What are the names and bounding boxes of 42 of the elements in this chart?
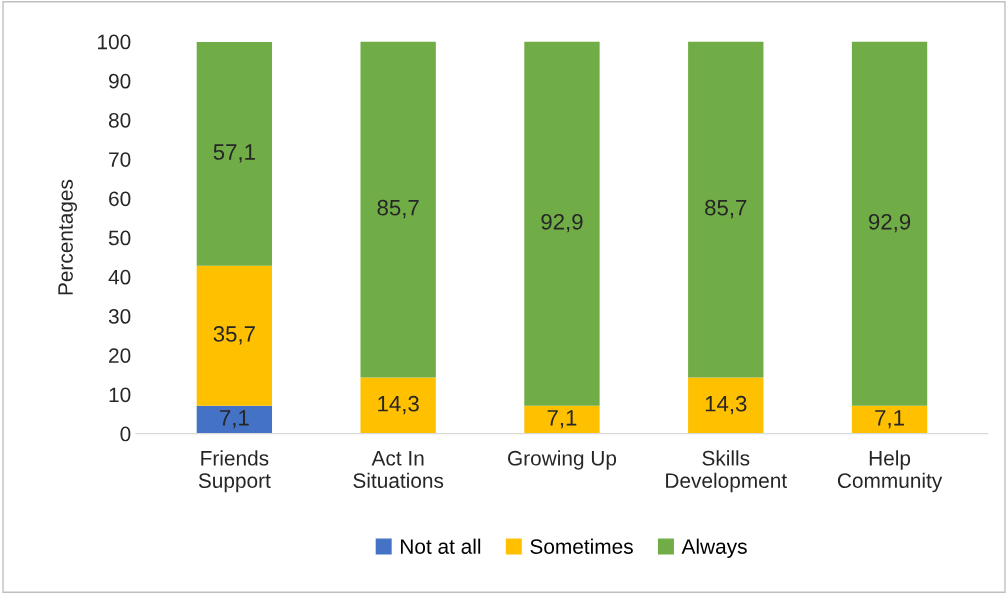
y-tick-label: 40: [108, 269, 131, 285]
y-axis-title: Percentages: [58, 179, 78, 295]
y-tick-label: 60: [109, 191, 131, 207]
data-label: 85,7: [377, 199, 419, 219]
y-tick-label: 80: [108, 112, 131, 128]
bar: [360, 41, 436, 378]
x-tick-label: Skills Development: [666, 450, 787, 493]
data-label: 7,1: [220, 410, 249, 429]
y-tick-label: 50: [108, 230, 131, 246]
y-tick-label: 20: [109, 348, 131, 363]
y-tick-label: 30: [108, 309, 131, 324]
data-label: 85,7: [705, 199, 747, 219]
data-label: 92,9: [541, 213, 583, 233]
x-tick-label: Growing Up: [508, 450, 617, 470]
bar: [360, 377, 436, 434]
bar: [196, 405, 273, 434]
data-label: 57,1: [213, 144, 255, 163]
data-label: 35,7: [213, 326, 255, 345]
bar: [196, 41, 273, 266]
y-tick-label: 100: [98, 34, 131, 50]
y-tick-label: 90: [109, 73, 131, 89]
legend-label: Always: [681, 538, 747, 559]
y-tick-label: 10: [109, 387, 131, 403]
x-tick-label: Help Community: [837, 450, 943, 493]
x-tick-label: Act In Situations: [353, 451, 444, 489]
bar: [196, 265, 273, 406]
legend-label: Not at all: [401, 538, 481, 554]
bar: [688, 377, 764, 434]
data-label: 7,1: [875, 410, 904, 429]
data-label: 7,1: [547, 410, 577, 429]
data-label: 14,3: [705, 395, 747, 415]
y-tick-label: 0: [120, 426, 131, 442]
data-label: 92,9: [868, 213, 911, 233]
bar: [524, 41, 600, 406]
y-tick-label: 70: [109, 152, 131, 167]
x-tick-label: Friends Support: [198, 450, 271, 493]
data-label: 14,3: [378, 395, 419, 415]
legend-label: Sometimes: [530, 538, 633, 554]
bar: [524, 405, 600, 434]
bar: [688, 41, 764, 378]
bar: [851, 405, 928, 434]
bar: [851, 41, 928, 406]
